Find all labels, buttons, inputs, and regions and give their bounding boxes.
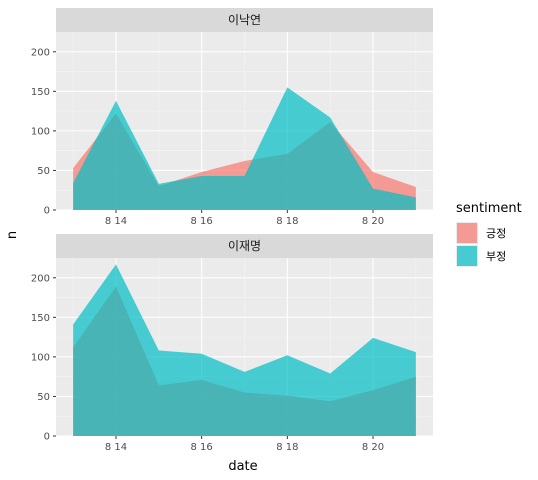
y-tick-label: 50 <box>37 166 50 177</box>
x-axis-title: date <box>228 459 257 474</box>
facet-strip <box>56 234 433 258</box>
legend-title: sentiment <box>456 201 522 216</box>
x-tick-label: 8 16 <box>191 442 213 453</box>
x-tick-label: 8 18 <box>276 216 298 227</box>
y-tick-label: 0 <box>44 432 50 443</box>
x-tick-label: 8 16 <box>191 216 213 227</box>
area-series-부정 <box>73 87 416 210</box>
y-tick-label: 150 <box>31 313 50 324</box>
y-tick-label: 200 <box>31 273 50 284</box>
legend-swatch <box>457 223 477 243</box>
y-tick-label: 100 <box>31 126 50 137</box>
x-tick-label: 8 20 <box>362 216 384 227</box>
facet-strip-label: 이낙연 <box>228 13 261 27</box>
panel-2: 이재명 0 50 100 150 200 8 14 8 16 8 18 8 20 <box>31 234 433 453</box>
x-tick-label: 8 18 <box>276 442 298 453</box>
legend-label: 긍정 <box>486 227 506 240</box>
y-tick-label: 200 <box>31 47 50 58</box>
y-tick-label: 100 <box>31 352 50 363</box>
y-tick-label: 150 <box>31 87 50 98</box>
facet-strip-label: 이재명 <box>228 239 261 253</box>
legend-label: 부정 <box>486 250 506 263</box>
y-tick-label: 50 <box>37 392 50 403</box>
area-series-부정 <box>73 264 416 436</box>
x-tick-label: 8 20 <box>362 442 384 453</box>
y-axis-title: n <box>5 231 20 239</box>
x-tick-label: 8 14 <box>105 442 127 453</box>
y-tick-label: 0 <box>44 206 50 217</box>
panels: 이낙연 0 50 100 150 200 8 14 8 16 8 18 8 20 이재명 0 50 100… <box>31 8 433 453</box>
panel-1: 이낙연 0 50 100 150 200 8 14 8 16 8 18 8 20 <box>31 8 433 227</box>
facet-strip <box>56 8 433 32</box>
legend-swatch <box>457 246 477 266</box>
x-tick-label: 8 14 <box>105 216 127 227</box>
